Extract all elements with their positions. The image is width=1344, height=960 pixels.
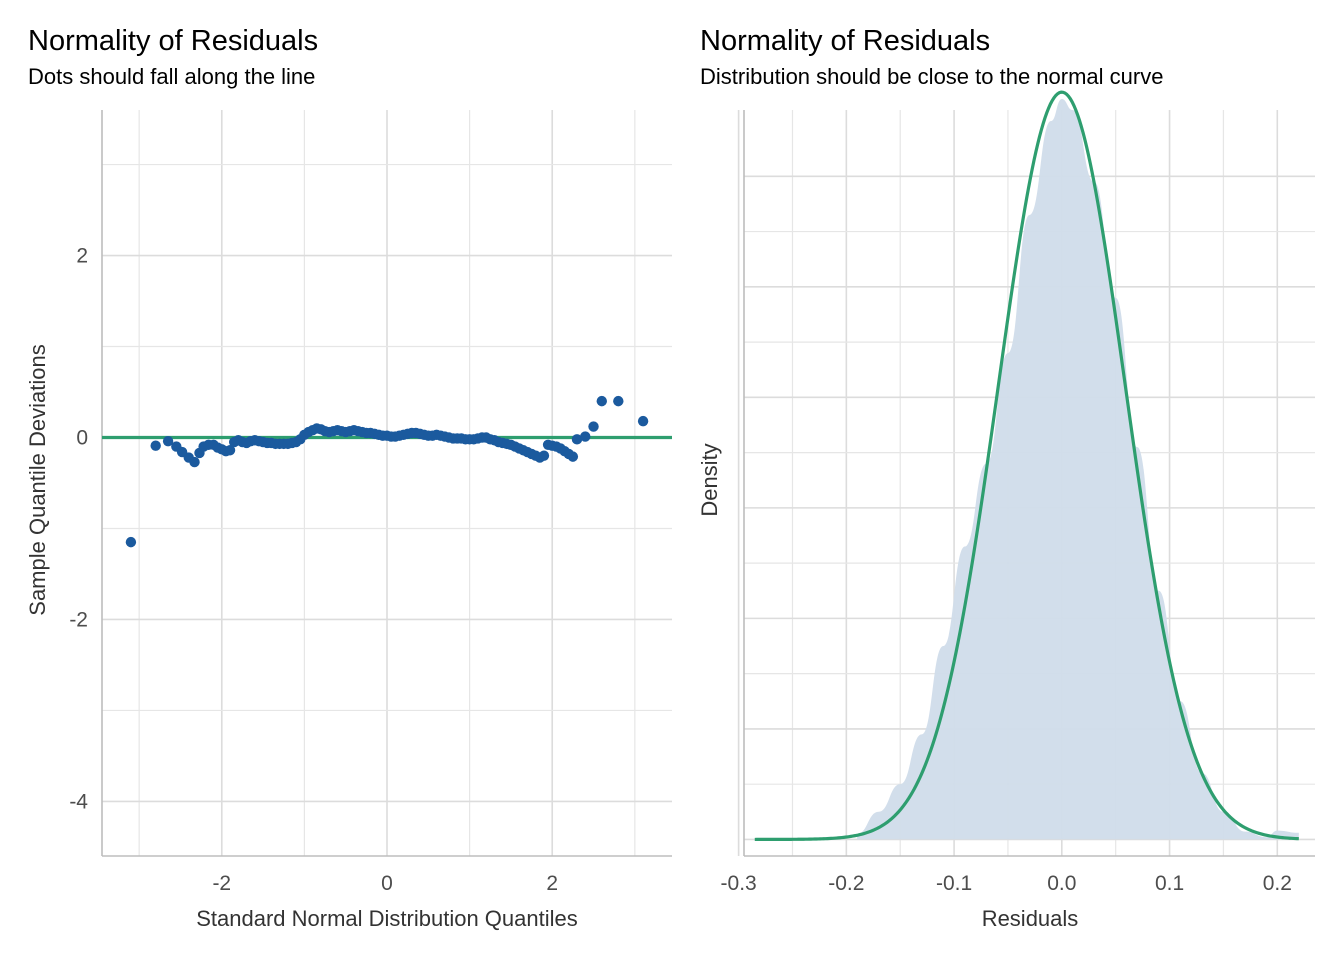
density-panel: Normality of Residuals Distribution shou… [697,25,1315,931]
qq-point [125,536,137,548]
density-subtitle: Distribution should be close to the norm… [700,64,1163,89]
density-x-tick-label: 0.1 [1155,872,1184,895]
qq-x-tick-label: -2 [212,872,231,895]
density-x-tick-label: 0.0 [1047,872,1076,895]
density-x-axis-title: Residuals [982,906,1079,931]
qq-x-ticks: -2 0 2 [212,872,558,895]
qq-point [580,431,591,442]
qq-axes [101,110,672,857]
qq-y-tick-label: -4 [69,790,88,813]
qq-y-ticks: -4 -2 0 2 [69,245,88,814]
qq-point [613,395,624,407]
qq-panel: Normality of Residuals Dots should fall … [25,25,672,931]
qq-point [538,450,550,461]
qq-grid [102,110,672,856]
density-x-ticks: -0.3 -0.2 -0.1 0.0 0.1 0.2 [721,872,1292,895]
qq-subtitle: Dots should fall along the line [28,64,315,89]
qq-x-tick-label: 2 [546,872,558,895]
density-x-tick-label: -0.1 [936,872,972,895]
density-area-shape [857,98,1299,840]
qq-point [637,415,649,427]
density-x-tick-label: 0.2 [1263,872,1292,895]
qq-x-tick-label: 0 [381,872,393,895]
density-normal-curve-line [754,90,1299,842]
density-y-axis-title: Density [697,443,722,516]
density-x-tick-label: -0.2 [828,872,864,895]
qq-point [150,440,161,451]
qq-points [125,395,649,548]
qq-x-axis-title: Standard Normal Distribution Quantiles [196,906,578,931]
qq-point [571,434,583,445]
qq-point [162,435,174,447]
qq-point [189,456,200,468]
density-area [857,98,1299,840]
qq-y-tick-label: 2 [76,245,88,268]
density-normal-curve [754,90,1299,842]
qq-title: Normality of Residuals [28,25,318,57]
density-x-tick-label: -0.3 [721,872,757,895]
qq-y-tick-label: 0 [76,427,88,450]
density-title: Normality of Residuals [700,25,990,57]
qq-point [588,421,599,432]
qq-y-axis-title: Sample Quantile Deviations [25,344,50,615]
qq-point [596,395,607,407]
qq-point [567,451,579,462]
qq-y-tick-label: -2 [69,608,88,631]
qq-point [224,445,236,456]
density-axes [743,110,1315,857]
